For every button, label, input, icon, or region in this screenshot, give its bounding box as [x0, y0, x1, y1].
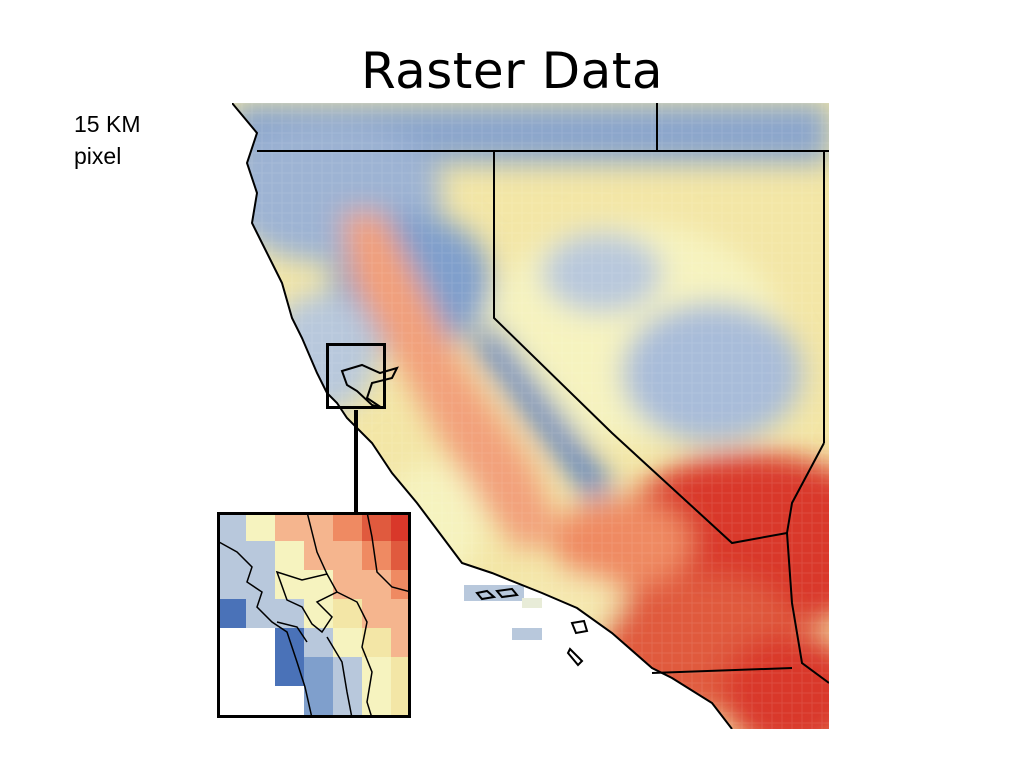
inset-frame	[217, 512, 411, 718]
pixel-size-value: 15 KM	[74, 111, 141, 137]
channel-islands	[464, 585, 589, 667]
slide-title: Raster Data	[360, 42, 664, 100]
bay-outline	[340, 363, 399, 409]
pixel-size-unit: pixel	[74, 143, 122, 169]
inset-raster-map	[217, 512, 411, 718]
state-border-az	[785, 442, 829, 684]
state-border-mexico	[651, 667, 793, 674]
coastline	[232, 103, 733, 729]
state-border-ca-nv	[493, 151, 788, 545]
inset-boundaries	[218, 512, 411, 718]
pixel-size-label: 15 KM pixel	[74, 108, 140, 172]
zoom-extent-box	[326, 343, 386, 409]
zoom-connector-line	[354, 410, 358, 512]
